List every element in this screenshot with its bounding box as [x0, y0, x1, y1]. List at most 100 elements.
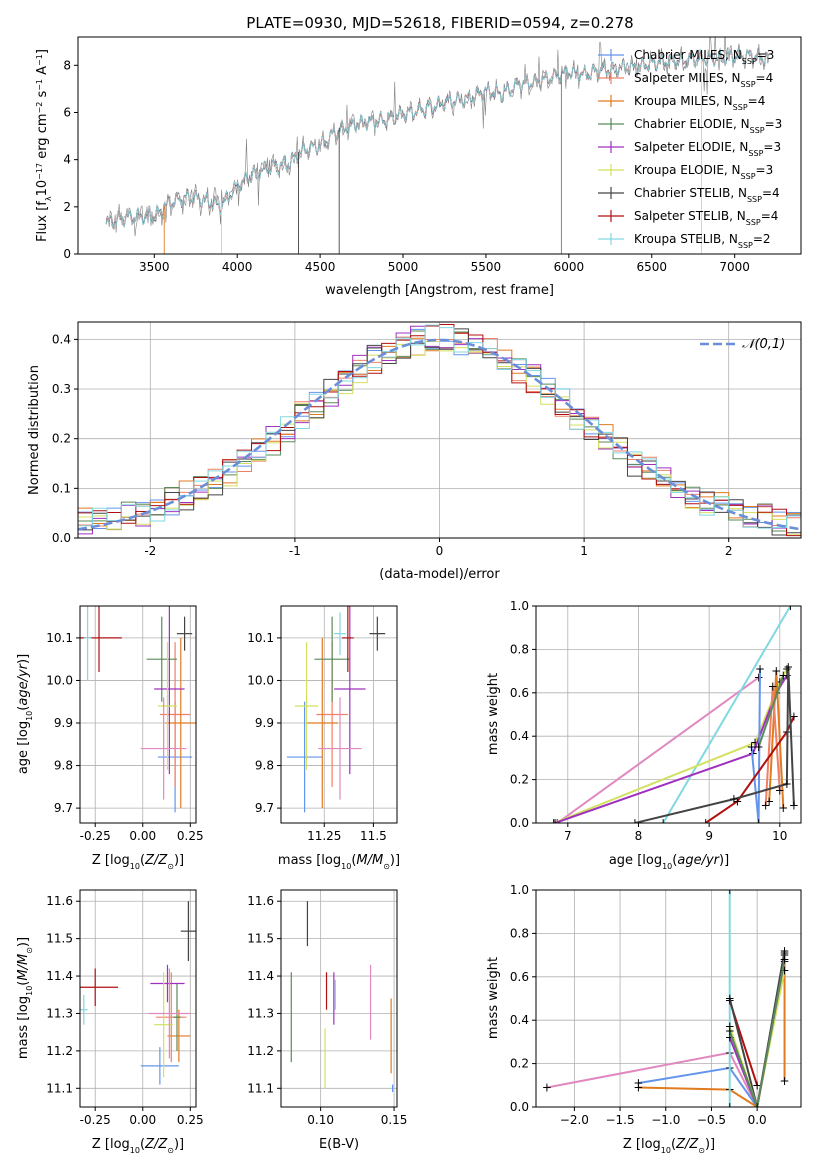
y-axis-label: age [log10(age/yr)] [16, 654, 34, 774]
spectrum-panel: 3500 4000 4500 5000 5500 6000 6500 7000 0 2 4 6 8 wav… [35, 36, 802, 298]
y-tick-label: 0.4 [510, 1013, 529, 1027]
mass-weight-marker: + [768, 679, 778, 693]
y-tick-label: 10.0 [46, 673, 73, 687]
x-tick-label: 11.25 [307, 829, 341, 843]
mass-weight-marker: + [771, 686, 781, 700]
y-tick-label: 0.3 [52, 382, 71, 396]
plot-frame [535, 605, 802, 824]
x-tick-label: -1 [289, 544, 301, 558]
x-tick-label: 0.00 [129, 829, 156, 843]
figure-title: PLATE=0930, MJD=52618, FIBERID=0594, z=0… [246, 14, 633, 32]
y-tick-label: 6 [63, 105, 71, 119]
x-axis-label: mass [log10(M/M⊙)] [278, 853, 400, 871]
y-tick-label: 11.1 [46, 1081, 73, 1095]
y-tick-label: 0.6 [510, 970, 529, 984]
plot-frame [79, 605, 197, 824]
mass-weight-marker: + [789, 799, 799, 813]
y-tick-label: 9.7 [54, 801, 73, 815]
mass-weight-marker: + [761, 799, 771, 813]
x-tick-label: 4000 [222, 260, 253, 274]
y-tick-label: 11.4 [46, 969, 73, 983]
y-tick-label: 0.8 [510, 926, 529, 940]
y-tick-label: 9.9 [255, 716, 274, 730]
mass-weight-marker: + [754, 816, 764, 830]
x-tick-label: −0.5 [697, 1113, 726, 1127]
mass-weight-marker: + [789, 710, 799, 724]
y-tick-label: 11.6 [46, 894, 73, 908]
x-tick-label: 6500 [636, 260, 667, 274]
mass-weight-marker: + [755, 662, 765, 676]
x-tick-label: 8 [635, 829, 643, 843]
y-axis-label: mass weight [486, 673, 501, 755]
mass-weight-marker: + [775, 783, 785, 797]
x-axis-label: Z [log10(Z/Z⊙)] [92, 1137, 184, 1155]
mass-weight-marker: + [542, 1080, 552, 1094]
legend-entry: Chabrier STELIB, NSSP=4 [634, 186, 780, 204]
mass-weight-marker: + [778, 668, 788, 682]
y-tick-label: 11.3 [247, 1006, 274, 1020]
mass-weight-marker: + [783, 660, 793, 674]
mass-weight-line [634, 666, 795, 823]
mass-weight-marker: + [725, 1031, 735, 1045]
mass-weight-marker: + [701, 816, 711, 830]
mass-weight-marker: + [725, 1024, 735, 1038]
clipped-layer [80, 606, 196, 813]
mass-weight-marker: + [754, 740, 764, 754]
x-tick-label: -0.25 [80, 829, 111, 843]
mass-weight-marker: + [780, 963, 790, 977]
y-tick-label: 8 [63, 58, 71, 72]
x-axis-label: Z [log10(Z/Z⊙)] [623, 1137, 715, 1155]
mass-weight-marker: + [782, 662, 792, 676]
legend-entry: 𝒩(0,1) [742, 337, 785, 352]
mass-weight-marker: + [775, 675, 785, 689]
mass-weight-marker: + [725, 1020, 735, 1034]
y-tick-label: 9.8 [255, 759, 274, 773]
y-tick-label: 0.2 [510, 773, 529, 787]
mass-vs-metallicity-panel: -0.25 0.00 0.25 11.1 11.2 11.3 11.4 11.5 11.6 Z [… [16, 889, 204, 1155]
mass-weight-line [750, 668, 762, 823]
mass-weight-marker: + [785, 599, 795, 613]
plot-background [80, 890, 196, 1107]
x-tick-label: 3500 [139, 260, 170, 274]
x-tick-label: 6000 [554, 260, 585, 274]
mass-weight-marker: + [780, 952, 790, 966]
mass-weight-marker: + [549, 816, 559, 830]
y-tick-label: 0.0 [510, 816, 529, 830]
x-tick-label: 0.10 [307, 1113, 334, 1127]
y-axis-label: Flux [fλ10−17 erg cm−2 s−1 A−1] [35, 49, 53, 242]
mass-weight-vs-age-panel: 7 8 9 100.00.20.40.60.81.0+++++++++++++++++… [486, 599, 802, 871]
legend-entry: Salpeter ELODIE, NSSP=3 [634, 140, 781, 158]
mass-weight-line [553, 668, 788, 823]
y-tick-label: 0 [63, 247, 71, 261]
y-tick-label: 1.0 [510, 599, 529, 613]
clipped-layer [78, 324, 801, 537]
y-tick-label: 11.3 [46, 1006, 73, 1020]
mass-weight-marker: + [782, 668, 792, 682]
mass-weight-marker: + [729, 792, 739, 806]
normal-distribution-curve [78, 338, 801, 531]
mass-weight-line [764, 686, 781, 806]
legend-entry: Chabrier MILES, NSSP=3 [634, 48, 774, 66]
mass-vs-extinction-panel: 0.10 0.15 11.1 11.2 11.3 11.4 11.5 11.6 E(B-V) [247, 889, 408, 1152]
y-tick-label: 10.1 [247, 631, 274, 645]
mass-weight-line [768, 671, 785, 808]
mass-weight-marker: + [752, 1078, 762, 1092]
mass-weight-marker: + [780, 952, 790, 966]
y-tick-label: 0.1 [52, 481, 71, 495]
x-tick-label: 4500 [305, 260, 336, 274]
x-tick-label: 0.25 [177, 1113, 204, 1127]
y-tick-label: 11.2 [247, 1044, 274, 1058]
y-tick-label: 9.8 [54, 759, 73, 773]
mass-weight-line [556, 676, 760, 823]
residual-histogram-panel: -2 -1 0 1 2 0.0 0.1 0.2 0.3 0.4 (data-model)/error… [27, 321, 802, 582]
clipped-layer [286, 606, 386, 813]
x-tick-label: 0 [436, 544, 444, 558]
x-tick-label: 0.15 [381, 1113, 408, 1127]
y-tick-label: 0.8 [510, 642, 529, 656]
mass-weight-marker: + [747, 740, 757, 754]
y-tick-label: 9.7 [255, 801, 274, 815]
plot-frame [79, 889, 197, 1108]
mass-weight-line [728, 959, 786, 1107]
y-tick-label: 11.6 [247, 894, 274, 908]
